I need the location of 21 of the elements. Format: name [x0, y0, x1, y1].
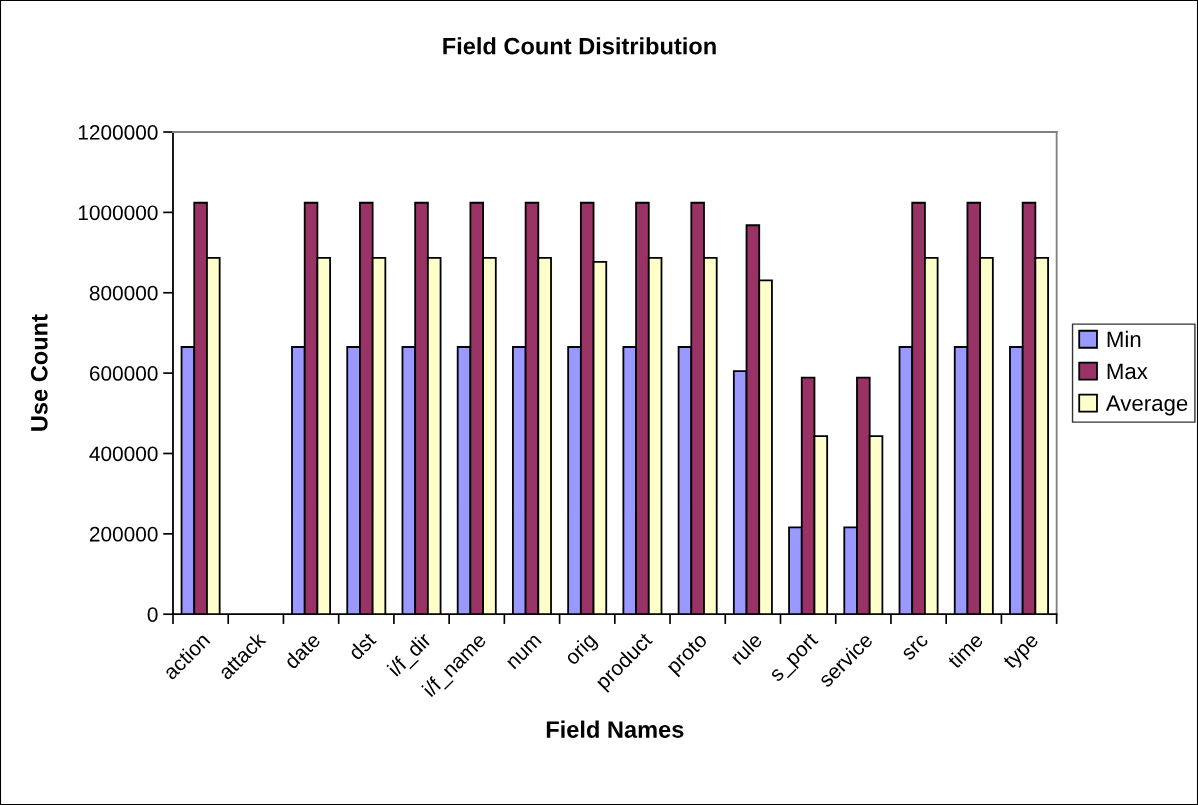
- y-axis-title: Use Count: [30, 314, 48, 431]
- x-tick-label: type: [1002, 632, 1043, 673]
- legend-label: Max: [1107, 363, 1148, 380]
- x-tick-label: num: [507, 634, 542, 670]
- x-tick-label: orig: [563, 631, 600, 669]
- y-tick-label: 600000: [89, 366, 158, 381]
- y-tick-label: 1000000: [78, 205, 158, 221]
- y-tick-label: 200000: [89, 526, 158, 542]
- y-tick-label: 1200000: [78, 125, 158, 140]
- legend-label: Min: [1107, 330, 1141, 347]
- x-tick-label: rule: [729, 631, 764, 666]
- y-tick-label: 400000: [89, 446, 158, 462]
- x-tick-label: time: [946, 631, 984, 670]
- x-tick-label: src: [902, 634, 929, 661]
- x-tick-label: date: [283, 631, 322, 670]
- x-axis-title: Field Names: [546, 720, 684, 738]
- y-tick-label: 800000: [89, 285, 158, 301]
- legend-label: Average: [1105, 395, 1188, 416]
- y-tick-label: 0: [147, 607, 158, 622]
- x-tick-label: dst: [347, 630, 377, 661]
- chart-title: Field Count Disitribution: [443, 37, 716, 55]
